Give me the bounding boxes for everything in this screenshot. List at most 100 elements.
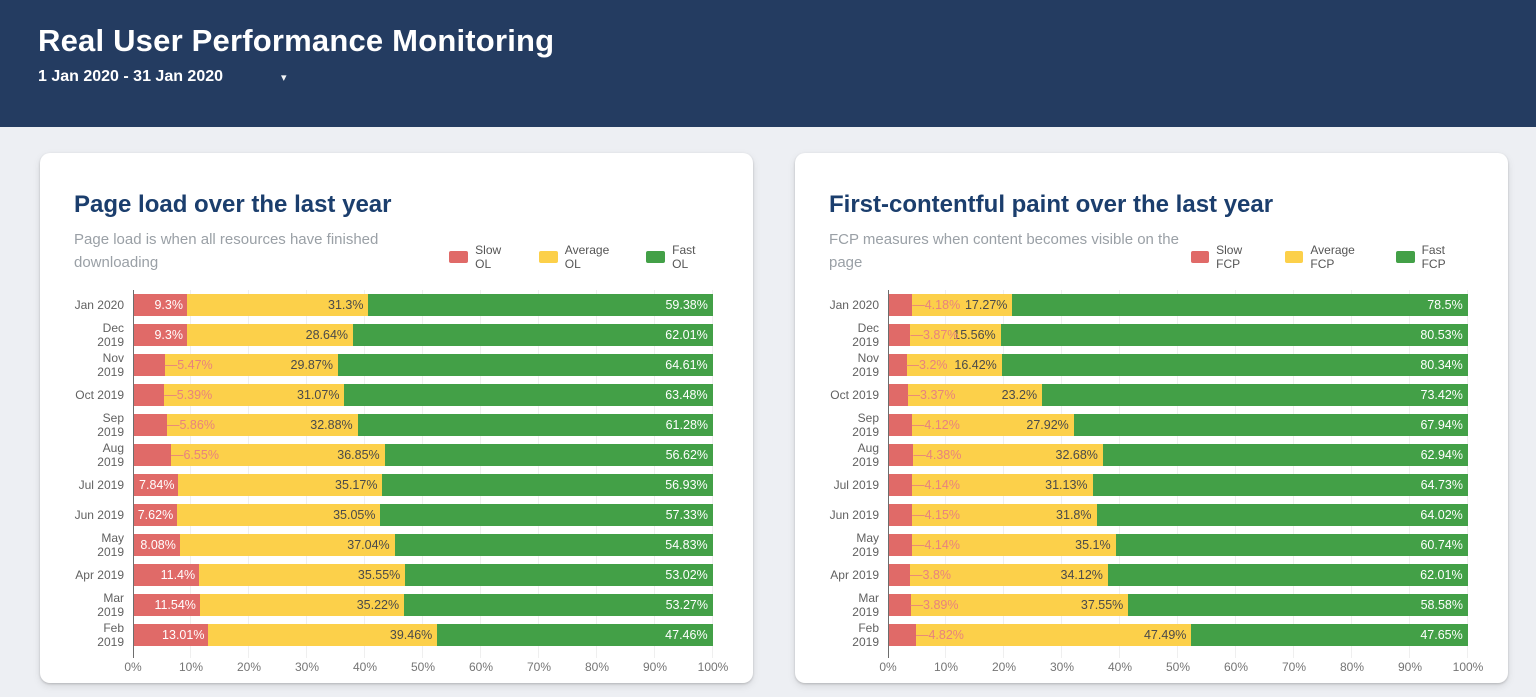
bar-segment-fast[interactable]: 53.02% [405, 564, 713, 586]
bar-segment-average[interactable]: 17.27% [912, 294, 1013, 316]
bar-segment-average[interactable]: 31.8% [912, 504, 1097, 526]
bar-segment-fast[interactable]: 57.33% [380, 504, 713, 526]
bar-segment-average[interactable]: 39.46% [208, 624, 438, 646]
bar-segment-fast[interactable]: 47.65% [1191, 624, 1468, 646]
bar-segment-slow[interactable]: 11.4% [133, 564, 200, 586]
bar-segment-slow[interactable] [888, 414, 912, 436]
bar-segment-fast[interactable]: 60.74% [1115, 534, 1468, 556]
bar-track: 27.92% 67.94% —4.12% [888, 414, 1468, 436]
bar-segment-slow[interactable] [888, 324, 911, 346]
x-axis: 0% 10% 20% 30% 40% 50% 60% 70% 80% 90% 100% [879, 660, 1483, 678]
bar-segment-average[interactable]: 29.87% [164, 354, 338, 376]
bar-segment-fast[interactable]: 59.38% [368, 294, 713, 316]
bar-segment-average[interactable]: 28.64% [186, 324, 354, 346]
bar-segment-average[interactable]: 31.07% [164, 384, 345, 406]
bar-segment-slow[interactable]: 7.84% [133, 474, 179, 496]
bar-segment-average[interactable]: 35.1% [912, 534, 1116, 556]
bar-segment-fast[interactable]: 62.01% [1107, 564, 1468, 586]
x-axis-tick-label: 30% [294, 660, 320, 674]
bar-segment-average[interactable]: 35.17% [178, 474, 383, 496]
bar-segment-fast[interactable]: 64.61% [337, 354, 713, 376]
bar-segment-fast[interactable]: 61.28% [357, 414, 714, 436]
category-label: Jul 2019 [833, 478, 879, 492]
bar-segment-fast[interactable]: 78.5% [1012, 294, 1468, 316]
bar-segment-average[interactable]: 16.42% [906, 354, 1002, 376]
bar-segment-fast[interactable]: 58.58% [1128, 594, 1468, 616]
bar-segment-average[interactable]: 31.13% [912, 474, 1093, 496]
bar-segment-average[interactable]: 15.56% [910, 324, 1001, 346]
x-axis-tick-label: 50% [410, 660, 436, 674]
bar-segment-slow[interactable] [133, 354, 165, 376]
page-title: Real User Performance Monitoring [38, 23, 555, 58]
bar-segment-slow[interactable]: 9.3% [133, 294, 187, 316]
bar-value-label: 67.94% [1420, 418, 1463, 432]
bar-segment-fast[interactable]: 56.62% [384, 444, 714, 466]
bar-segment-average[interactable]: 37.55% [910, 594, 1129, 616]
bar-segment-average[interactable]: 31.3% [186, 294, 369, 316]
bar-segment-average[interactable]: 35.55% [199, 564, 406, 586]
x-axis-tick-label: 20% [991, 660, 1017, 674]
bar-segment-slow[interactable] [888, 474, 912, 496]
bar-segment-slow[interactable] [888, 504, 913, 526]
bar-track: 31.13% 64.73% —4.14% [888, 474, 1468, 496]
bar-segment-fast[interactable]: 56.93% [382, 474, 713, 496]
bar-segment-average[interactable]: 47.49% [915, 624, 1192, 646]
x-axis-tick-label: 10% [178, 660, 204, 674]
date-range-control[interactable]: 1 Jan 2020 - 31 Jan 2020 ▾ [38, 68, 287, 86]
bar-value-label: 7.62% [137, 508, 174, 522]
bar-value-label: 56.62% [665, 448, 709, 462]
x-axis-tick-label: 70% [526, 660, 552, 674]
category-label: Jun 2019 [829, 508, 879, 522]
bar-segment-slow[interactable]: 11.54% [133, 594, 200, 616]
bar-segment-slow[interactable] [888, 534, 912, 556]
bar-segment-slow[interactable] [888, 594, 911, 616]
bar-value-label-outside: —4.15% [912, 508, 961, 522]
bar-segment-fast[interactable]: 80.34% [1001, 354, 1468, 376]
bar-segment-average[interactable]: 27.92% [911, 414, 1074, 436]
bar-track: 16.42% 80.34% —3.2% [888, 354, 1468, 376]
bar-segment-fast[interactable]: 54.83% [394, 534, 713, 556]
bar-segment-slow[interactable] [133, 384, 165, 406]
bar-segment-fast[interactable]: 62.94% [1102, 444, 1468, 466]
bar-segment-average[interactable]: 35.05% [177, 504, 381, 526]
bar-segment-slow[interactable]: 13.01% [133, 624, 209, 646]
bar-segment-slow[interactable] [888, 294, 913, 316]
chart-subtitle: FCP measures when content becomes visibl… [829, 231, 1179, 271]
bar-segment-slow[interactable] [888, 354, 907, 376]
bar-segment-slow[interactable] [888, 624, 916, 646]
x-axis-tick-label: 80% [584, 660, 610, 674]
bar-row: Oct 2019 31.07% 63.48% —5.39% [74, 384, 713, 406]
bar-segment-average[interactable]: 32.88% [166, 414, 358, 436]
bar-segment-average[interactable]: 36.85% [170, 444, 385, 466]
bar-segment-average[interactable]: 23.2% [907, 384, 1043, 406]
bar-segment-fast[interactable]: 63.48% [344, 384, 713, 406]
bar-segment-slow[interactable] [888, 444, 914, 466]
bar-segment-fast[interactable]: 64.02% [1096, 504, 1468, 526]
bar-row: Jun 2019 7.62% 35.05% 57.33% [74, 504, 713, 526]
bar-value-label: 64.02% [1420, 508, 1463, 522]
legend-label: Slow OL [475, 243, 502, 271]
bar-value-label: 8.08% [140, 538, 176, 552]
bar-segment-slow[interactable] [888, 564, 911, 586]
legend-swatch-fast-icon [1396, 251, 1415, 263]
bar-segment-fast[interactable]: 53.27% [404, 594, 713, 616]
bar-track: 7.62% 35.05% 57.33% [133, 504, 713, 526]
bar-segment-slow[interactable]: 7.62% [133, 504, 178, 526]
bar-segment-slow[interactable]: 9.3% [133, 324, 187, 346]
bar-segment-slow[interactable]: 8.08% [133, 534, 180, 556]
bar-segment-fast[interactable]: 64.73% [1092, 474, 1468, 496]
bar-segment-average[interactable]: 34.12% [910, 564, 1108, 586]
legend-label: Fast FCP [1421, 243, 1446, 271]
bar-segment-average[interactable]: 37.04% [179, 534, 395, 556]
bar-segment-slow[interactable] [888, 384, 908, 406]
bar-segment-fast[interactable]: 47.46% [437, 624, 713, 646]
bar-segment-fast[interactable]: 73.42% [1042, 384, 1468, 406]
bar-segment-average[interactable]: 35.22% [199, 594, 405, 616]
bar-segment-fast[interactable]: 67.94% [1073, 414, 1468, 436]
bar-segment-average[interactable]: 32.68% [913, 444, 1103, 466]
bar-segment-slow[interactable] [133, 414, 167, 436]
bar-track: 32.68% 62.94% —4.38% [888, 444, 1468, 466]
bar-segment-fast[interactable]: 80.53% [1000, 324, 1468, 346]
bar-segment-slow[interactable] [133, 444, 171, 466]
bar-segment-fast[interactable]: 62.01% [353, 324, 713, 346]
